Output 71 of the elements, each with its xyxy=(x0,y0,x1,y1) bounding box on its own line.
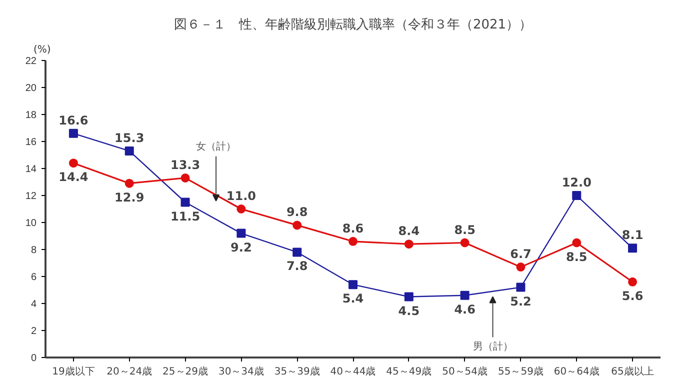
x-tick-label: 30～34歳 xyxy=(218,366,264,378)
data-label: 6.7 xyxy=(510,247,532,262)
data-label: 8.5 xyxy=(566,250,588,264)
data-label: 12.9 xyxy=(114,190,144,204)
data-label: 13.3 xyxy=(170,158,200,172)
point xyxy=(292,248,302,257)
point xyxy=(460,290,470,300)
x-tick-label: 55～59歳 xyxy=(498,366,544,378)
point xyxy=(404,292,414,302)
point xyxy=(628,277,638,286)
data-label: 14.4 xyxy=(58,170,88,184)
y-tick-label: 12 xyxy=(25,191,37,202)
y-tick-label: 18 xyxy=(25,110,37,121)
y-tick-label: 4 xyxy=(30,299,37,310)
point xyxy=(516,262,526,272)
y-tick-label: 10 xyxy=(25,218,37,229)
data-label: 5.2 xyxy=(510,294,532,308)
point xyxy=(292,220,302,230)
point xyxy=(68,158,78,168)
point xyxy=(124,178,134,188)
point xyxy=(124,146,134,156)
x-tick-label: 25～29歳 xyxy=(162,366,208,378)
y-tick-label: 22 xyxy=(25,56,37,67)
data-label: 16.6 xyxy=(58,113,88,128)
y-tick-label: 0 xyxy=(30,353,37,364)
chart-title: 図６－１ 性、年齢階級別転職入職率（令和３年（2021）） xyxy=(174,16,532,32)
y-tick-label: 14 xyxy=(25,164,37,175)
data-label: 8.1 xyxy=(622,228,644,242)
point xyxy=(460,238,470,248)
point xyxy=(516,282,526,292)
y-axis-title: (%) xyxy=(34,44,51,56)
data-label: 9.8 xyxy=(286,205,308,220)
y-tick-label: 8 xyxy=(30,245,37,256)
x-tick-label: 45～49歳 xyxy=(386,366,432,378)
y-tick-label: 20 xyxy=(25,83,37,94)
data-label: 11.5 xyxy=(170,209,200,224)
x-tick-label: 60～64歳 xyxy=(554,366,600,378)
text: 男（計） xyxy=(472,340,513,352)
point xyxy=(236,204,246,214)
point xyxy=(348,280,358,290)
data-label: 9.2 xyxy=(230,240,252,254)
data-label: 8.5 xyxy=(454,222,476,237)
x-tick-label: 35～39歳 xyxy=(274,366,320,378)
point xyxy=(68,128,78,138)
x-tick-label: 65歳以上 xyxy=(611,366,654,378)
point xyxy=(348,236,358,246)
data-label: 12.0 xyxy=(562,176,592,190)
text: 女（計） xyxy=(196,140,236,152)
point xyxy=(572,238,582,248)
point xyxy=(404,240,414,249)
point xyxy=(628,244,638,253)
data-label: 7.8 xyxy=(286,259,308,274)
data-label: 11.0 xyxy=(226,189,256,203)
data-label: 5.4 xyxy=(342,292,364,306)
data-label: 4.6 xyxy=(454,302,476,316)
data-label: 8.4 xyxy=(398,224,420,238)
data-label: 5.6 xyxy=(622,288,644,303)
x-tick-label: 19歳以下 xyxy=(52,366,95,378)
point xyxy=(572,191,582,200)
x-tick-label: 40～44歳 xyxy=(330,366,376,378)
data-label: 4.5 xyxy=(398,304,420,318)
y-tick-label: 2 xyxy=(30,326,37,337)
point xyxy=(180,173,190,182)
x-tick-label: 20～24歳 xyxy=(106,366,152,378)
data-label: 8.6 xyxy=(342,221,364,236)
y-tick-label: 6 xyxy=(30,272,37,283)
data-label: 15.3 xyxy=(114,130,144,145)
x-tick-label: 50～54歳 xyxy=(442,366,488,378)
point xyxy=(180,198,190,207)
point xyxy=(236,228,246,238)
y-tick-label: 16 xyxy=(25,137,37,148)
